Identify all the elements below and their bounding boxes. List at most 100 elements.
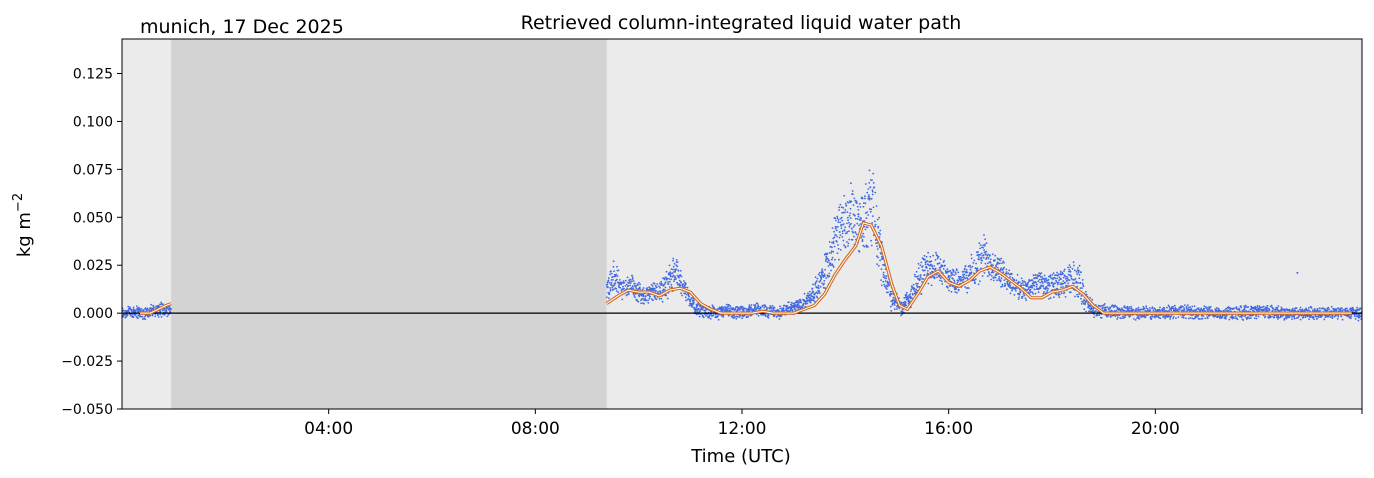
scatter-point <box>1035 285 1038 288</box>
y-tick-label: 0.075 <box>73 162 113 178</box>
scatter-point <box>861 239 864 241</box>
scatter-point <box>666 297 669 300</box>
scatter-point <box>924 258 926 261</box>
scatter-point <box>624 279 627 282</box>
scatter-point <box>1068 279 1071 282</box>
scatter-point <box>647 288 649 291</box>
scatter-point <box>671 276 674 278</box>
scatter-point <box>701 308 704 311</box>
scatter-point <box>137 317 139 319</box>
scatter-point <box>914 275 916 278</box>
scatter-point <box>1059 283 1062 286</box>
scatter-point <box>1011 289 1014 291</box>
scatter-point <box>801 306 804 309</box>
scatter-point <box>840 216 843 219</box>
scatter-point <box>167 313 170 316</box>
scatter-point <box>638 281 640 284</box>
scatter-point <box>940 280 943 283</box>
scatter-point <box>919 278 921 281</box>
scatter-point <box>1047 278 1050 281</box>
scatter-point <box>979 253 982 256</box>
scatter-point <box>993 276 996 279</box>
scatter-point <box>687 297 690 300</box>
scatter-point <box>757 315 760 317</box>
scatter-point <box>983 249 985 252</box>
scatter-point <box>1350 315 1353 317</box>
scatter-point <box>722 314 725 317</box>
scatter-point <box>653 289 655 292</box>
scatter-point <box>791 309 794 312</box>
scatter-point <box>924 269 926 272</box>
scatter-point <box>920 261 923 264</box>
scatter-point <box>992 271 995 274</box>
scatter-point <box>669 280 671 283</box>
scatter-point <box>621 298 624 301</box>
scatter-point <box>852 231 855 234</box>
scatter-point <box>666 277 669 280</box>
scatter-point <box>915 288 917 291</box>
scatter-point <box>1066 279 1068 282</box>
scatter-point <box>1273 316 1276 318</box>
scatter-point <box>797 300 799 302</box>
scatter-point <box>722 316 724 318</box>
scatter-point <box>698 315 701 318</box>
scatter-point <box>1291 307 1294 310</box>
scatter-point <box>1005 268 1008 271</box>
scatter-point <box>1085 310 1087 313</box>
scatter-point <box>964 277 967 280</box>
scatter-point <box>1106 306 1109 309</box>
scatter-point <box>160 316 163 318</box>
scatter-point <box>812 283 814 286</box>
scatter-point <box>844 211 846 214</box>
scatter-point <box>1251 309 1254 312</box>
scatter-point <box>815 281 817 284</box>
scatter-point <box>1152 315 1154 318</box>
scatter-point <box>728 307 730 310</box>
scatter-point <box>927 270 929 272</box>
scatter-point <box>1020 283 1023 285</box>
scatter-point <box>1236 318 1239 321</box>
scatter-point <box>843 194 846 197</box>
scatter-point <box>788 301 790 303</box>
scatter-point <box>1024 297 1027 300</box>
scatter-point <box>851 190 854 192</box>
scatter-point <box>933 265 936 267</box>
scatter-point <box>609 289 612 291</box>
scatter-point <box>1037 291 1040 294</box>
scatter-point <box>1312 309 1314 312</box>
scatter-point <box>1058 296 1061 298</box>
scatter-point <box>878 231 880 234</box>
scatter-point <box>1002 271 1005 274</box>
scatter-point <box>1307 309 1310 311</box>
scatter-point <box>165 311 168 313</box>
scatter-point <box>842 207 845 209</box>
scatter-point <box>947 276 950 279</box>
scatter-point <box>1078 293 1081 295</box>
scatter-point <box>684 296 687 299</box>
scatter-point <box>699 306 702 308</box>
scatter-point <box>1041 282 1044 284</box>
scatter-point <box>165 309 168 312</box>
scatter-point <box>1049 274 1052 277</box>
scatter-point <box>1076 293 1078 296</box>
scatter-point <box>848 230 850 233</box>
scatter-point <box>1304 316 1307 319</box>
scatter-point <box>878 216 881 219</box>
scatter-point <box>672 271 675 273</box>
scatter-point <box>679 284 682 287</box>
scatter-point <box>1041 280 1043 283</box>
scatter-point <box>962 278 965 281</box>
scatter-point <box>638 286 641 289</box>
scatter-point <box>607 286 609 289</box>
scatter-point <box>1339 309 1342 311</box>
scatter-point <box>980 257 983 259</box>
scatter-point <box>994 276 997 279</box>
scatter-point <box>1022 282 1024 284</box>
scatter-point <box>767 317 770 319</box>
scatter-point <box>1038 278 1041 281</box>
scatter-point <box>628 282 630 285</box>
x-tick-label: 12:00 <box>718 419 767 439</box>
scatter-point <box>1231 308 1234 311</box>
scatter-point <box>607 277 610 279</box>
scatter-point <box>1000 277 1003 280</box>
